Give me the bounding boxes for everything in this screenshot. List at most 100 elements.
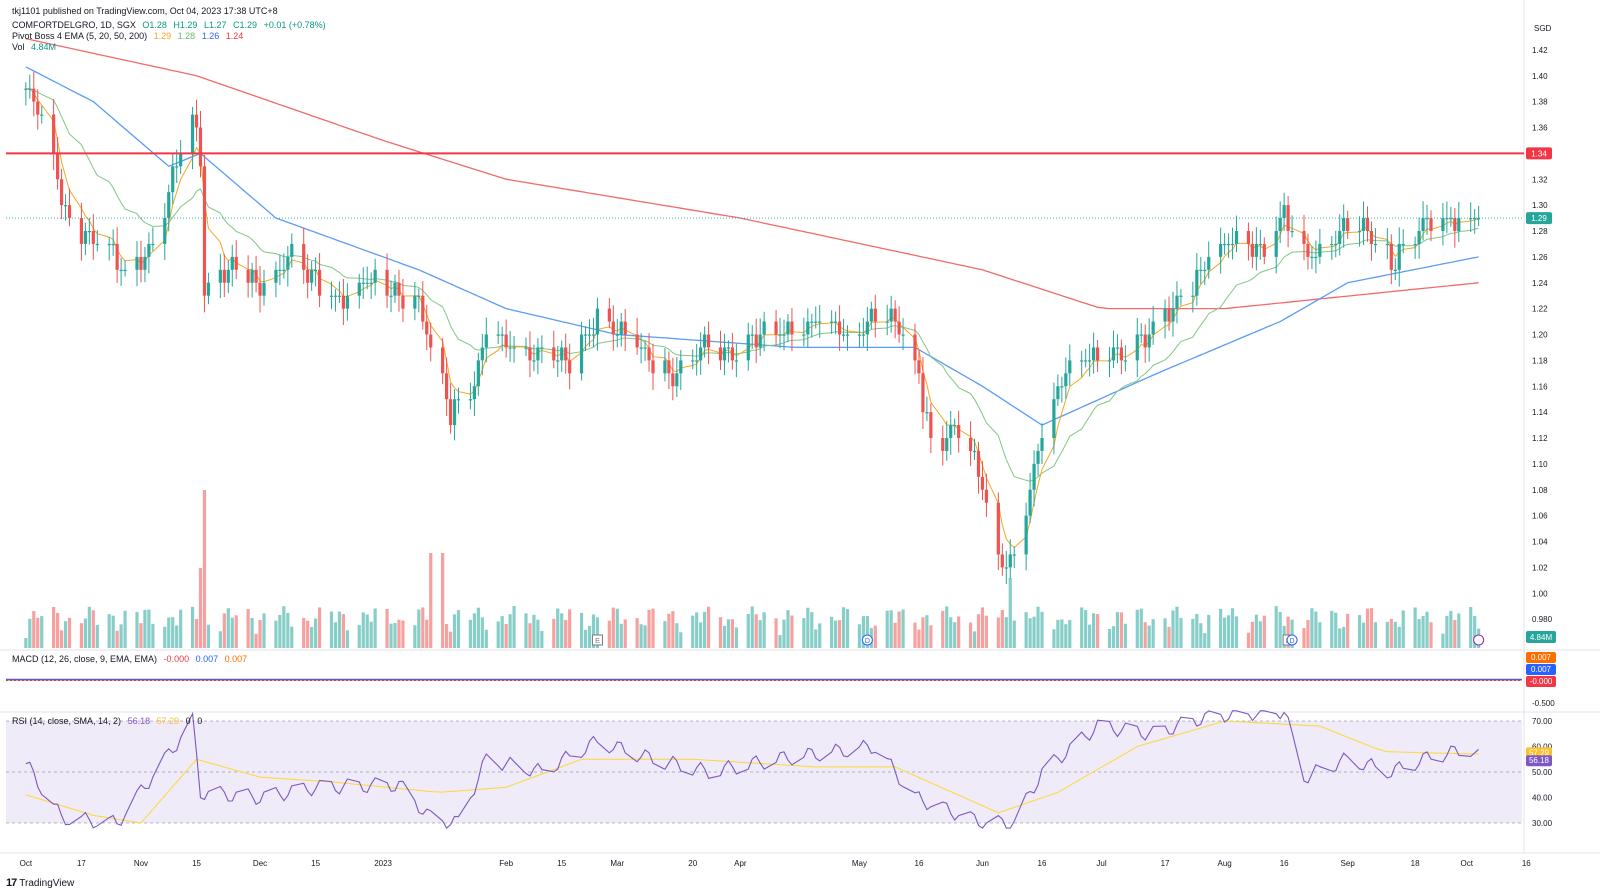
candle-body	[167, 192, 171, 219]
volume-bar	[56, 612, 60, 648]
volume-bar	[448, 631, 453, 648]
ema-legend[interactable]: Pivot Boss 4 EMA (5, 20, 50, 200) 1.29 1…	[12, 31, 243, 42]
earnings-icon-label: E	[595, 638, 600, 645]
volume-bar	[115, 630, 119, 648]
candle-body	[246, 269, 250, 283]
dividend-icon-label: D	[1290, 638, 1295, 645]
volume-bar	[341, 614, 345, 648]
volume-bar	[818, 623, 822, 648]
price-tick-label: 1.22	[1532, 305, 1548, 314]
volume-bar	[1119, 612, 1123, 648]
macd-legend[interactable]: MACD (12, 26, close, 9, EMA, EMA) -0.000…	[12, 654, 247, 665]
time-tick-label: 2023	[374, 859, 392, 868]
candle-body	[1139, 334, 1143, 336]
candle-body	[726, 347, 731, 349]
volume-bar	[1111, 626, 1116, 648]
candle-body	[1119, 347, 1123, 361]
volume-bar	[754, 614, 758, 648]
volume-bar	[1123, 623, 1127, 648]
candle-body	[806, 321, 810, 335]
volume-bar	[1088, 624, 1092, 648]
tradingview-logo[interactable]: 17 TradingView	[6, 877, 74, 889]
time-tick-label: Sep	[1341, 859, 1356, 868]
volume-bar	[901, 609, 905, 648]
rsi-label: RSI (14, close, SMA, 14, 2)	[12, 716, 122, 726]
volume-bar	[123, 610, 127, 648]
candle-body	[262, 282, 266, 296]
volume-bar	[663, 621, 667, 648]
vol-legend[interactable]: Vol 4.84M	[12, 42, 56, 53]
candle-body	[1207, 256, 1211, 270]
candle-body	[1223, 243, 1227, 246]
volume-bar	[1024, 612, 1028, 648]
volume-bar	[841, 607, 846, 648]
volume-bar	[32, 611, 36, 648]
macd-value-label: 0.007	[1531, 653, 1552, 662]
volume-bar	[1092, 613, 1096, 648]
volume-bar	[151, 623, 155, 648]
candle-body	[1092, 347, 1096, 361]
volume-bar	[278, 614, 282, 648]
candle-body	[476, 360, 480, 387]
time-tick-label: 15	[311, 859, 320, 868]
resistance-price-label: 1.34	[1531, 149, 1547, 158]
volume-bar	[171, 617, 175, 648]
volume-bar	[1342, 626, 1346, 648]
volume-bar	[913, 622, 917, 648]
volume-bar	[1000, 610, 1004, 648]
candle-body	[679, 360, 683, 374]
volume-bar	[484, 629, 488, 648]
candle-body	[528, 347, 532, 361]
volume-bar	[1421, 615, 1425, 648]
time-tick-label: May	[852, 859, 867, 868]
volume-bar	[1012, 620, 1016, 648]
volume-bar	[206, 624, 211, 648]
candle-body	[1385, 243, 1389, 246]
candle-body	[1068, 360, 1072, 374]
candle-body	[746, 334, 750, 361]
volume-bar	[786, 610, 790, 648]
candle-body	[1429, 218, 1433, 231]
candle-body	[643, 347, 647, 349]
volume-tag	[1526, 631, 1556, 643]
candle-body	[357, 282, 361, 296]
candle-body	[508, 347, 512, 349]
candle-body	[175, 166, 179, 168]
candle-body	[762, 321, 766, 335]
volume-bar	[1008, 578, 1012, 648]
volume-bar	[1080, 607, 1084, 648]
candle-body	[480, 347, 484, 361]
candle-body	[250, 269, 254, 283]
candle-body	[885, 321, 889, 323]
candle-body	[782, 334, 786, 336]
candle-body	[202, 166, 207, 296]
volume-bar	[1302, 628, 1306, 648]
candle-body	[512, 347, 516, 349]
volume-bar	[397, 619, 401, 648]
candle-body	[675, 373, 679, 387]
candle-body	[667, 360, 671, 374]
candle-body	[147, 243, 151, 257]
volume-bar	[941, 610, 945, 648]
candle-body	[302, 243, 306, 270]
rsi-legend[interactable]: RSI (14, close, SMA, 14, 2) 56.18 57.29 …	[12, 716, 202, 727]
volume-bar	[1334, 612, 1338, 648]
last-price-tag	[1526, 212, 1552, 225]
candle-body	[123, 269, 127, 272]
volume-bar	[190, 606, 195, 648]
macd-value-label: 0.007	[1531, 665, 1552, 674]
volume-bar	[647, 609, 651, 648]
time-tick-label: Oct	[20, 859, 33, 868]
volume-bar	[329, 611, 334, 648]
candle-body	[1143, 334, 1147, 348]
candle-body	[560, 347, 564, 361]
candle-body	[1262, 243, 1266, 257]
price-tick-label: 1.06	[1532, 512, 1548, 521]
candle-body	[1397, 243, 1401, 270]
candle-body	[282, 269, 286, 272]
volume-bar	[619, 623, 623, 648]
time-tick-label: 16	[1522, 859, 1531, 868]
symbol-legend[interactable]: COMFORTDELGRO, 1D, SGX O1.28 H1.29 L1.27…	[12, 20, 326, 31]
volume-bar	[1357, 615, 1362, 648]
